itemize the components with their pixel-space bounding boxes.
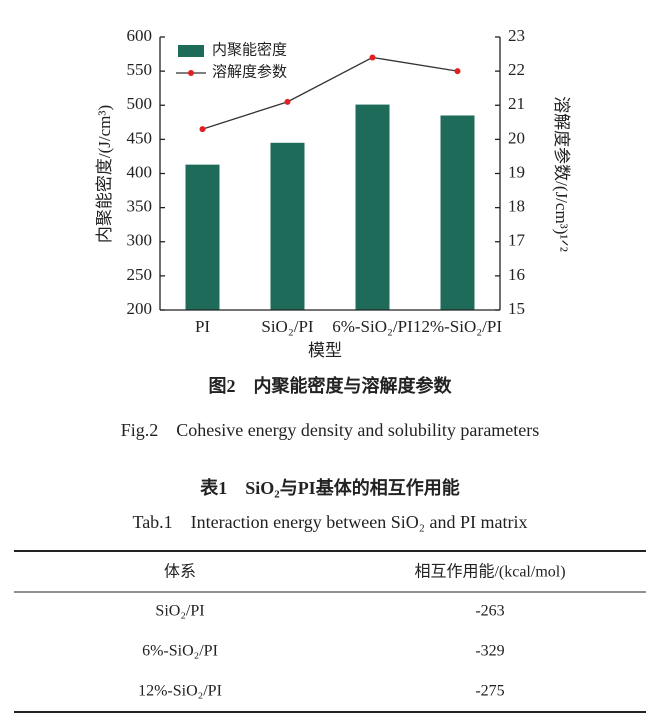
y2-tick-label: 20 xyxy=(508,128,525,147)
table-caption-en: Tab.1 Interaction energy between SiO₂ an… xyxy=(132,512,527,532)
table-cell: -329 xyxy=(475,643,504,660)
table-cell: -275 xyxy=(475,683,504,700)
y-tick-label: 350 xyxy=(127,197,153,216)
bar xyxy=(185,164,220,310)
y2-tick-label: 17 xyxy=(508,231,526,250)
legend-swatch xyxy=(188,70,194,76)
x-axis-label: 模型 xyxy=(308,341,342,360)
figure-caption-zh: 图2 内聚能密度与溶解度参数 xyxy=(209,375,453,396)
y2-tick-label: 22 xyxy=(508,60,525,79)
point xyxy=(369,54,376,61)
legend-label: 溶解度参数 xyxy=(212,63,287,80)
line xyxy=(202,56,458,130)
bar xyxy=(440,115,475,310)
bar xyxy=(270,142,305,310)
y-tick-label: 450 xyxy=(127,128,153,147)
legend-swatch xyxy=(178,45,204,57)
y-axis-label: 内聚能密度/(J/cm³) xyxy=(95,105,114,243)
point xyxy=(284,98,291,105)
point xyxy=(454,68,461,75)
x-tick-label: SiO₂/PI xyxy=(261,317,314,336)
y2-tick-label: 23 xyxy=(508,26,525,45)
table-cell: -263 xyxy=(475,603,504,620)
y-tick-label: 500 xyxy=(127,94,153,113)
y-tick-label: 300 xyxy=(127,231,153,250)
bar xyxy=(355,104,390,310)
y2-tick-label: 21 xyxy=(508,94,525,113)
y-tick-label: 200 xyxy=(127,299,153,318)
point xyxy=(199,126,206,133)
table-cell: 6%-SiO₂/PI xyxy=(142,643,218,660)
x-tick-label: 12%-SiO₂/PI xyxy=(413,317,502,336)
y2-tick-label: 16 xyxy=(508,265,525,284)
figure-caption-en: Fig.2 Cohesive energy density and solubi… xyxy=(121,420,540,440)
y2-axis-label: 溶解度参数/(J/cm³)¹ᐟ² xyxy=(552,96,571,252)
x-tick-label: PI xyxy=(195,317,210,336)
table-cell: SiO₂/PI xyxy=(155,603,204,620)
y2-tick-label: 15 xyxy=(508,299,525,318)
y-tick-label: 550 xyxy=(127,60,153,79)
y-tick-label: 400 xyxy=(127,162,153,181)
y-tick-label: 600 xyxy=(127,26,153,45)
table-header: 体系 xyxy=(164,563,196,581)
x-tick-label: 6%-SiO₂/PI xyxy=(332,317,413,336)
y2-tick-label: 19 xyxy=(508,162,525,181)
legend-label: 内聚能密度 xyxy=(212,41,287,58)
table-header: 相互作用能/(kcal/mol) xyxy=(414,563,565,581)
table-cell: 12%-SiO₂/PI xyxy=(138,683,222,700)
y-tick-label: 250 xyxy=(127,265,153,284)
table-caption-zh: 表1 SiO₂与PI基体的相互作用能 xyxy=(200,477,459,498)
y2-tick-label: 18 xyxy=(508,197,525,216)
